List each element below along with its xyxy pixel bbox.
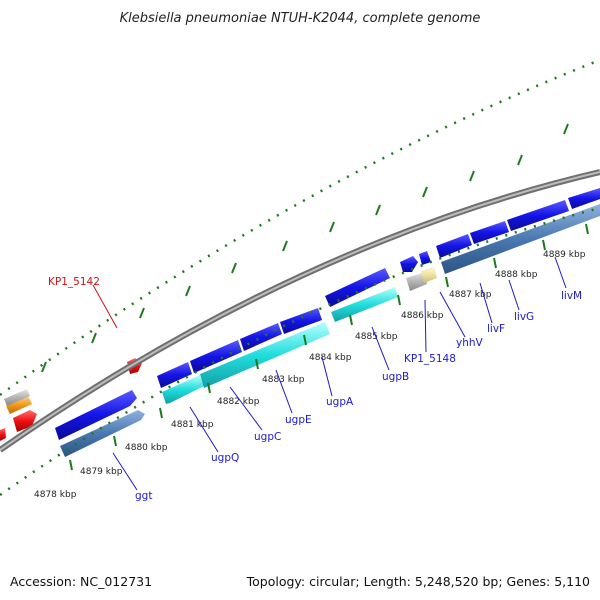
gene-label-ggt: ggt <box>135 490 152 502</box>
inner-tick-track <box>0 206 600 497</box>
kbp-label: 4887 kbp <box>449 290 492 300</box>
gene-label-leader-red <box>92 284 118 329</box>
kbp-label: 4884 kbp <box>309 353 352 363</box>
kbp-label: 4886 kbp <box>401 311 444 321</box>
gene-label-ugpq: ugpQ <box>211 452 239 464</box>
kbp-label: 4882 kbp <box>217 397 260 407</box>
gene-red-outer <box>0 410 37 441</box>
inner-major-ticks <box>69 223 589 471</box>
kbp-label: 4888 kbp <box>495 270 538 280</box>
kbp-label: 4879 kbp <box>80 467 123 477</box>
kbp-label: 4889 kbp <box>543 250 586 260</box>
genome-backbone <box>0 169 600 453</box>
genome-summary-text: Topology: circular; Length: 5,248,520 bp… <box>246 574 590 589</box>
kbp-label: 4880 kbp <box>125 443 168 453</box>
gene-label-livg: livG <box>514 311 534 323</box>
kbp-label: 4883 kbp <box>262 375 305 385</box>
forward-strand-genes <box>55 188 600 440</box>
gene-label-kp1-5148: KP1_5148 <box>404 353 456 365</box>
gene-label-ugpb: ugpB <box>382 371 409 383</box>
gene-orange-outer <box>4 389 32 414</box>
map-title: Klebsiella pneumoniae NTUH-K2044, comple… <box>120 11 481 26</box>
kbp-label: 4878 kbp <box>34 490 77 500</box>
gene-label-yhhv: yhhV <box>456 337 484 349</box>
reverse-strand-genes <box>60 204 600 457</box>
gene-label-ugpc: ugpC <box>254 431 281 443</box>
gene-label-ugpe: ugpE <box>285 414 312 426</box>
gene-labels: KP1_5142 ggt ugpQ ugpC ugpE ugpA ugpB KP… <box>48 276 582 502</box>
gene-label-livf: livF <box>487 323 505 335</box>
gene-label-kp1-5142: KP1_5142 <box>48 276 100 288</box>
kbp-label: 4881 kbp <box>171 420 214 430</box>
gene-label-ugpa: ugpA <box>326 396 354 408</box>
accession-text: Accession: NC_012731 <box>10 574 152 589</box>
outer-major-ticks <box>41 123 569 373</box>
gene-label-livm: livM <box>561 290 582 302</box>
gene-label-leaders <box>112 256 567 491</box>
